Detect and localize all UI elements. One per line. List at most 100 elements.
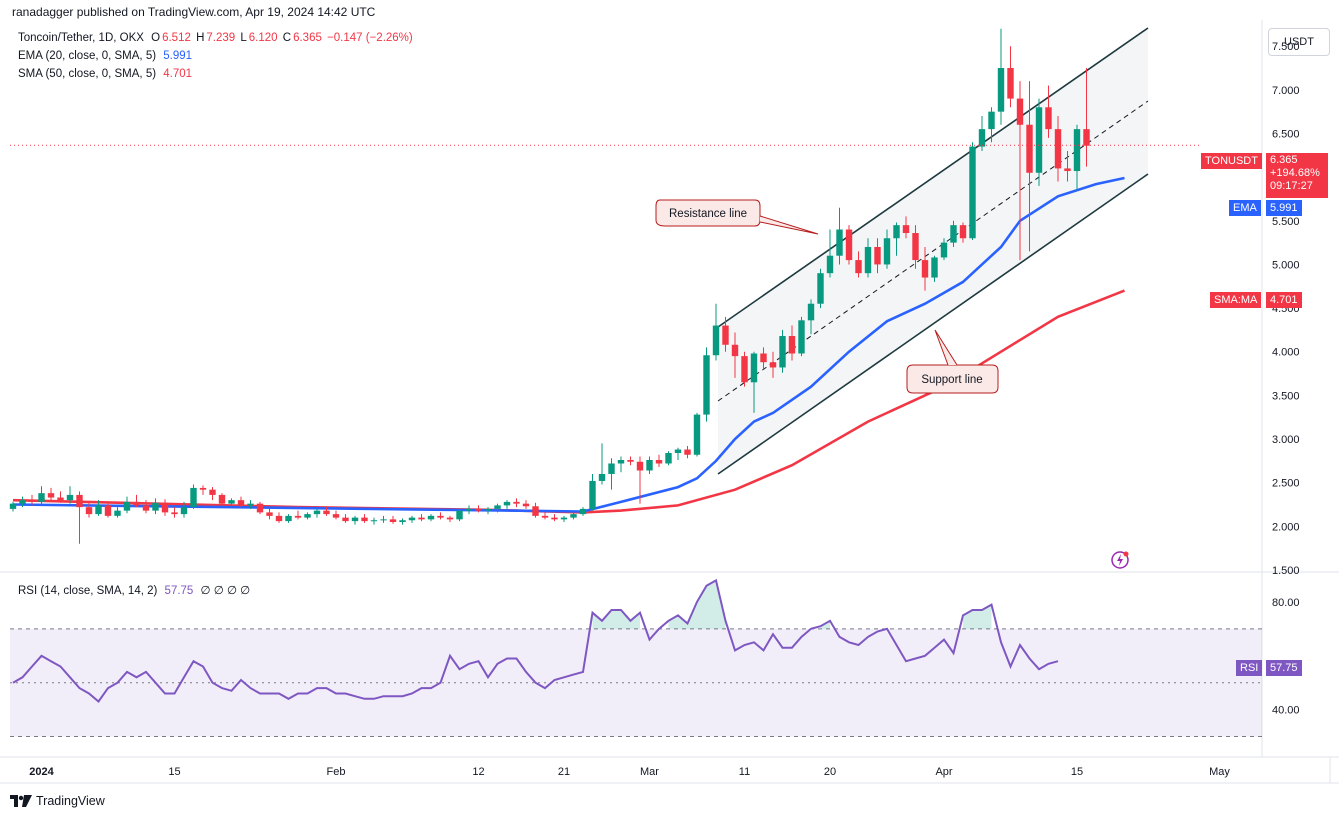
resistance-callout: Resistance line (655, 199, 819, 235)
candle-body (1054, 129, 1062, 169)
candle (731, 332, 739, 378)
candle (940, 238, 948, 261)
candle-body (788, 336, 796, 354)
candle-body (133, 501, 140, 506)
symbol-title[interactable]: Toncoin/Tether, 1D, OKX (18, 32, 144, 44)
candle (864, 238, 872, 278)
tradingview-logo[interactable]: TradingView (10, 794, 105, 808)
candle (1073, 124, 1081, 191)
candle-body (9, 503, 17, 509)
candle (247, 500, 254, 509)
candle (19, 496, 26, 508)
candle (85, 501, 93, 518)
sma-tag-value: 4.701 (1266, 292, 1302, 308)
candle (9, 501, 17, 512)
price-axis-label: 7.000 (1272, 85, 1300, 97)
candle-body (712, 325, 720, 356)
candle (874, 238, 881, 274)
candle-body (741, 356, 748, 383)
candle (465, 505, 473, 515)
candle (722, 316, 729, 352)
rsi-pane (10, 578, 1262, 738)
resistance-callout-box (655, 199, 761, 227)
candle-body (988, 111, 995, 130)
candle-body (826, 255, 834, 274)
publisher-line: ranadagger published on TradingView.com,… (12, 5, 376, 19)
candle-body (1035, 107, 1043, 173)
candle-body (323, 510, 330, 515)
candle (912, 225, 919, 269)
candle-body (1026, 124, 1033, 173)
candle (361, 514, 368, 523)
candle-body (627, 460, 634, 462)
legend-ema[interactable]: EMA (20, close, 0, SMA, 5) 5.991 (18, 50, 192, 62)
candle-body (28, 500, 36, 502)
candle (228, 498, 235, 508)
candle-body (342, 517, 349, 522)
rsi-axis-label: 40.00 (1272, 705, 1300, 717)
candle-body (532, 506, 539, 516)
candle (779, 329, 786, 373)
candle (1035, 98, 1043, 186)
candle (38, 486, 45, 505)
candle (969, 142, 976, 240)
time-axis-label: 21 (558, 766, 570, 778)
lightning-icon[interactable] (1110, 550, 1130, 570)
time-axis-label: 11 (739, 766, 750, 778)
candle (712, 303, 720, 361)
candle (1054, 116, 1062, 182)
candle (798, 316, 805, 357)
candle-body (836, 229, 843, 256)
candle-body (579, 508, 587, 515)
candle (1045, 85, 1052, 138)
candle-body (304, 514, 311, 518)
legend-sma[interactable]: SMA (50, close, 0, SMA, 5) 4.701 (18, 68, 192, 80)
candle-body (807, 303, 815, 321)
candle (484, 507, 492, 515)
legend-rsi[interactable]: RSI (14, close, SMA, 14, 2) 57.75 ∅ ∅ ∅ … (18, 583, 250, 597)
candle (950, 220, 957, 247)
rsi-tag-value: 57.75 (1266, 660, 1302, 676)
rsi-overbought-fill (592, 610, 640, 629)
rsi-axis-label: 80.00 (1272, 597, 1300, 609)
candle (266, 508, 273, 520)
candle-body (503, 501, 511, 506)
candle (456, 508, 463, 522)
candle (133, 494, 140, 508)
candle (931, 255, 938, 282)
time-axis-label: 2024 (29, 766, 54, 778)
candle-body (902, 225, 910, 234)
candle (76, 491, 83, 544)
candle (807, 299, 815, 335)
candle (123, 496, 131, 514)
ema20-line (12, 176, 1125, 513)
support-callout-box (906, 364, 999, 394)
candle (646, 456, 653, 474)
currency-button[interactable]: USDT (1268, 28, 1330, 56)
candle-body (893, 225, 900, 239)
open-value: 6.512 (162, 32, 191, 44)
candle-body (522, 503, 530, 507)
close-value: 6.365 (293, 32, 322, 44)
candle-body (85, 507, 93, 515)
candle-body (437, 515, 444, 518)
candle-body (541, 515, 549, 518)
candle-body (66, 494, 74, 501)
candle-body (237, 500, 245, 506)
candle (1007, 46, 1014, 108)
candle (47, 487, 55, 501)
candle-body (646, 460, 653, 471)
candle-body (1083, 129, 1090, 146)
candle-body (332, 514, 340, 518)
ticker-tag: TONUSDT (1201, 153, 1262, 169)
candle (836, 207, 843, 265)
candle (171, 507, 178, 518)
candle (114, 507, 121, 518)
support-line (717, 173, 1149, 475)
candles (9, 28, 1090, 544)
candle-body (845, 229, 853, 261)
candle-body (427, 515, 435, 520)
time-axis-label: Feb (327, 766, 346, 778)
support-callout: Support line (906, 329, 999, 394)
